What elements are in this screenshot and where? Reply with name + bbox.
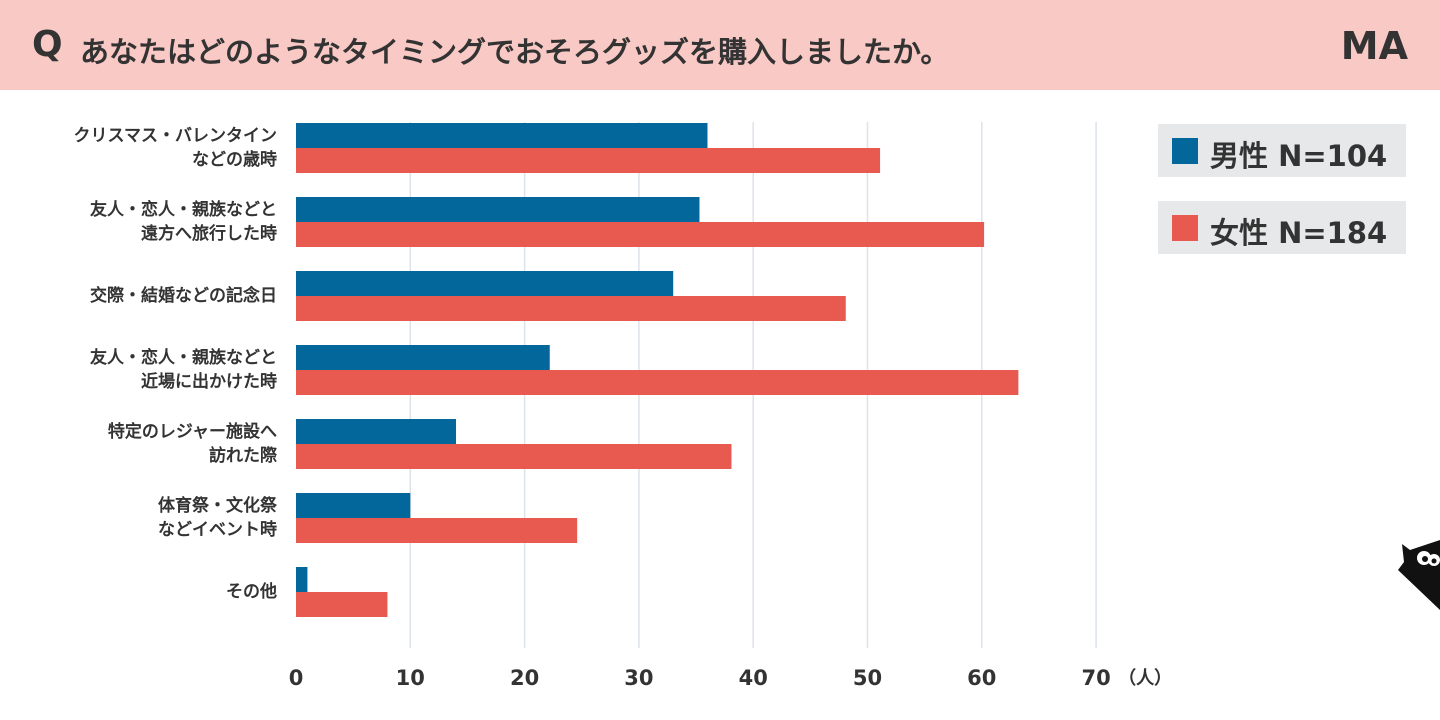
bar-female [296, 370, 1019, 395]
bar-male [296, 271, 674, 296]
category-label-line: 交際・結婚などの記念日 [90, 286, 277, 306]
legend-swatch [1172, 215, 1198, 241]
legend-swatch [1172, 138, 1198, 164]
legend-item-female: 女性 N=184 [1158, 201, 1406, 254]
legend-item-male: 男性 N=104 [1158, 124, 1406, 177]
category-label-line: 特定のレジャー施設へ [107, 422, 277, 442]
x-tick-label: 30 [624, 666, 653, 690]
bars [296, 123, 1019, 617]
x-tick-label: 50 [853, 666, 882, 690]
category-label: 特定のレジャー施設へ訪れた際 [17, 420, 277, 468]
category-label: 体育祭・文化祭 などイベント時 [17, 494, 277, 542]
bar-male [296, 197, 700, 222]
category-label-line: 友人・恋人・親族などと [90, 200, 277, 220]
legend-label: 男性 N=104 [1210, 139, 1388, 173]
x-axis-ticks: 0 10 20 30 40 50 60 70 （人） [289, 666, 1172, 690]
bar-male [296, 567, 308, 592]
category-label: 交際・結婚などの記念日 [17, 284, 277, 308]
bar-female [296, 592, 388, 617]
category-label-line: クリスマス・バレンタイン [73, 126, 278, 146]
category-label-line: 友人・恋人・親族などと [90, 348, 277, 368]
x-tick-label: 20 [510, 666, 539, 690]
x-tick-label: 10 [396, 666, 425, 690]
category-label: その他 [17, 580, 277, 604]
bar-female [296, 296, 846, 321]
bar-male [296, 419, 457, 444]
category-label-line: 訪れた際 [209, 446, 277, 466]
category-label-line: などイベント時 [158, 520, 277, 540]
question-marker: Q [32, 24, 63, 65]
x-tick-label: 40 [739, 666, 768, 690]
bar-female [296, 222, 985, 247]
category-label-line: 近場に出かけた時 [141, 372, 277, 392]
bar-male [296, 123, 708, 148]
category-label: 友人・恋人・親族などと近場に出かけた時 [17, 346, 277, 394]
x-tick-label: 70 [1081, 666, 1110, 690]
category-label-line: 遠方へ旅行した時 [141, 224, 277, 244]
bar-female [296, 444, 732, 469]
legend-label: 女性 N=184 [1210, 216, 1388, 250]
answer-type-badge: MA [1340, 24, 1408, 68]
question-text: あなたはどのようなタイミングでおそろグッズを購入しましたか。 [80, 35, 950, 69]
category-label-line: 体育祭・文化祭 [158, 496, 277, 516]
bar-female [296, 148, 881, 173]
bar-male [296, 345, 550, 370]
bar-male [296, 493, 411, 518]
x-tick-label: 0 [289, 666, 304, 690]
gridlines [409, 122, 1097, 648]
category-label-line: その他 [226, 582, 277, 602]
x-axis-unit: （人） [1118, 668, 1172, 689]
category-label-line: などの歳時 [192, 150, 277, 170]
x-tick-label: 60 [967, 666, 996, 690]
bar-female [296, 518, 578, 543]
category-label: クリスマス・バレンタインなどの歳時 [17, 124, 278, 172]
mascot-cat-icon [1398, 540, 1440, 610]
category-label: 友人・恋人・親族などと遠方へ旅行した時 [17, 198, 277, 246]
question-header: Q あなたはどのようなタイミングでおそろグッズを購入しましたか。 MA [0, 0, 1440, 90]
